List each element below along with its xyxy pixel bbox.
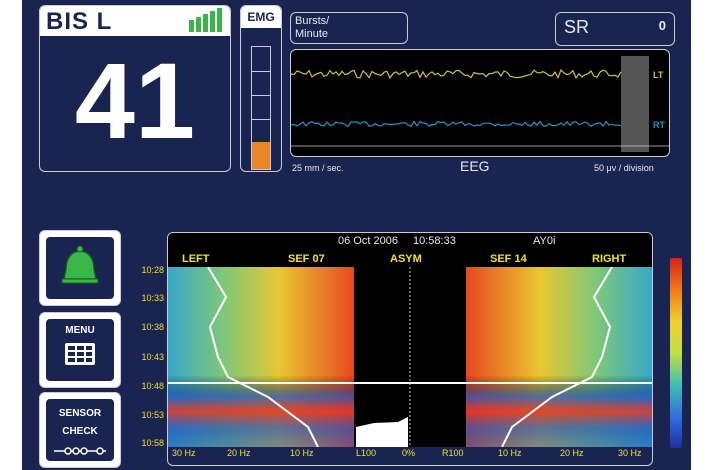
sensor-electrode-icon — [54, 447, 106, 455]
eeg-waveform-panel: LT RT — [290, 49, 670, 157]
eeg-cursor-bar — [621, 56, 649, 152]
sensor-check-button[interactable]: SENSOR CHECK — [39, 392, 121, 468]
dsa-patient-id: AY0i — [533, 235, 556, 247]
time-tick-label: 10:33 — [141, 293, 164, 303]
alarm-silence-button[interactable] — [39, 230, 121, 306]
asym-histogram — [356, 417, 408, 447]
eeg-title: EEG — [460, 158, 490, 174]
eeg-scale-label: 50 μv / division — [594, 163, 654, 173]
dsa-time: 10:58:33 — [413, 235, 456, 247]
time-tick-label: 10:58 — [141, 438, 164, 448]
dsa-label-bar: LEFT SEF 07 ASYM SEF 14 RIGHT — [168, 251, 652, 267]
keypad-icon — [65, 343, 95, 365]
signal-bar — [196, 17, 201, 32]
rt-eeg-trace — [291, 120, 622, 128]
time-tick-label: 10:28 — [141, 265, 164, 275]
freq-tick-label: 10 Hz — [290, 448, 314, 458]
sensor-check-label: SENSOR CHECK — [58, 408, 102, 437]
eeg-speed-label: 25 mm / sec. — [292, 163, 344, 173]
dsa-left-label: LEFT — [182, 253, 210, 265]
bursts-label: Bursts/ Minute — [295, 15, 330, 40]
freq-tick-label: 30 Hz — [618, 448, 642, 458]
dsa-spectrogram-panel: 06 Oct 2006 10:58:33 AY0i LEFT SEF 07 AS… — [167, 232, 653, 466]
time-tick-label: 10:43 — [141, 352, 164, 362]
signal-bar — [210, 11, 215, 32]
eeg-waveform-chart — [291, 56, 669, 152]
asym-tick-label: R100 — [442, 448, 464, 458]
freq-tick-label: 20 Hz — [560, 448, 584, 458]
dsa-sef-left-label: SEF 07 — [288, 253, 325, 265]
dsa-header: 06 Oct 2006 10:58:33 AY0i — [168, 233, 652, 251]
freq-tick-label: 10 Hz — [498, 448, 522, 458]
lt-channel-label: LT — [653, 70, 664, 80]
time-tick-label: 10:38 — [141, 322, 164, 332]
left-sef-trace — [207, 267, 319, 447]
suppression-ratio-box: SR 0 — [555, 12, 675, 46]
dsa-asym-label: ASYM — [390, 253, 422, 265]
freq-tick-label: 30 Hz — [172, 448, 196, 458]
left-spectrogram-band — [168, 267, 354, 447]
freq-tick-label: 20 Hz — [227, 448, 251, 458]
power-color-scale — [670, 258, 682, 448]
emg-tick — [252, 71, 270, 72]
asym-tick-label: 0% — [402, 448, 416, 458]
alarm-button-face — [46, 237, 114, 299]
bis-panel: BIS L 41 — [39, 5, 231, 172]
monitor-screen: BIS L 41 EMG Bursts/ Minute SR 0 — [22, 0, 691, 470]
emg-tick — [252, 95, 270, 96]
lt-eeg-trace — [291, 69, 622, 80]
emg-level-fill — [252, 142, 270, 169]
bursts-per-minute-box: Bursts/ Minute — [290, 12, 408, 44]
dsa-spectrogram — [168, 267, 652, 447]
bis-value: 41 — [74, 40, 196, 161]
asym-tick-label: L100 — [356, 448, 377, 458]
signal-bar — [189, 20, 194, 32]
emg-bar — [251, 46, 271, 170]
signal-quality-icon — [189, 8, 222, 32]
menu-label: MENU — [65, 325, 95, 336]
right-sef-trace — [501, 267, 613, 447]
bell-icon — [61, 245, 99, 284]
signal-bar — [203, 14, 208, 32]
time-tick-label: 10:48 — [141, 381, 164, 391]
emg-panel: EMG — [240, 5, 282, 172]
signal-bar — [217, 8, 222, 32]
rt-channel-label: RT — [653, 120, 665, 130]
time-tick-label: 10:53 — [141, 410, 164, 420]
emg-tick — [252, 119, 270, 120]
sr-label: SR — [564, 17, 590, 37]
dsa-sef-right-label: SEF 14 — [490, 253, 527, 265]
sr-value: 0 — [658, 18, 666, 33]
dsa-date: 06 Oct 2006 — [338, 235, 398, 247]
menu-button[interactable]: MENU — [39, 312, 121, 388]
bis-label: BIS L — [46, 8, 113, 35]
emg-label: EMG — [241, 6, 281, 28]
dsa-right-label: RIGHT — [592, 253, 627, 265]
right-spectrogram-band — [466, 267, 652, 447]
bis-header: BIS L — [40, 6, 230, 36]
menu-button-face: MENU — [46, 319, 114, 381]
sensor-button-face: SENSOR CHECK — [46, 399, 114, 461]
